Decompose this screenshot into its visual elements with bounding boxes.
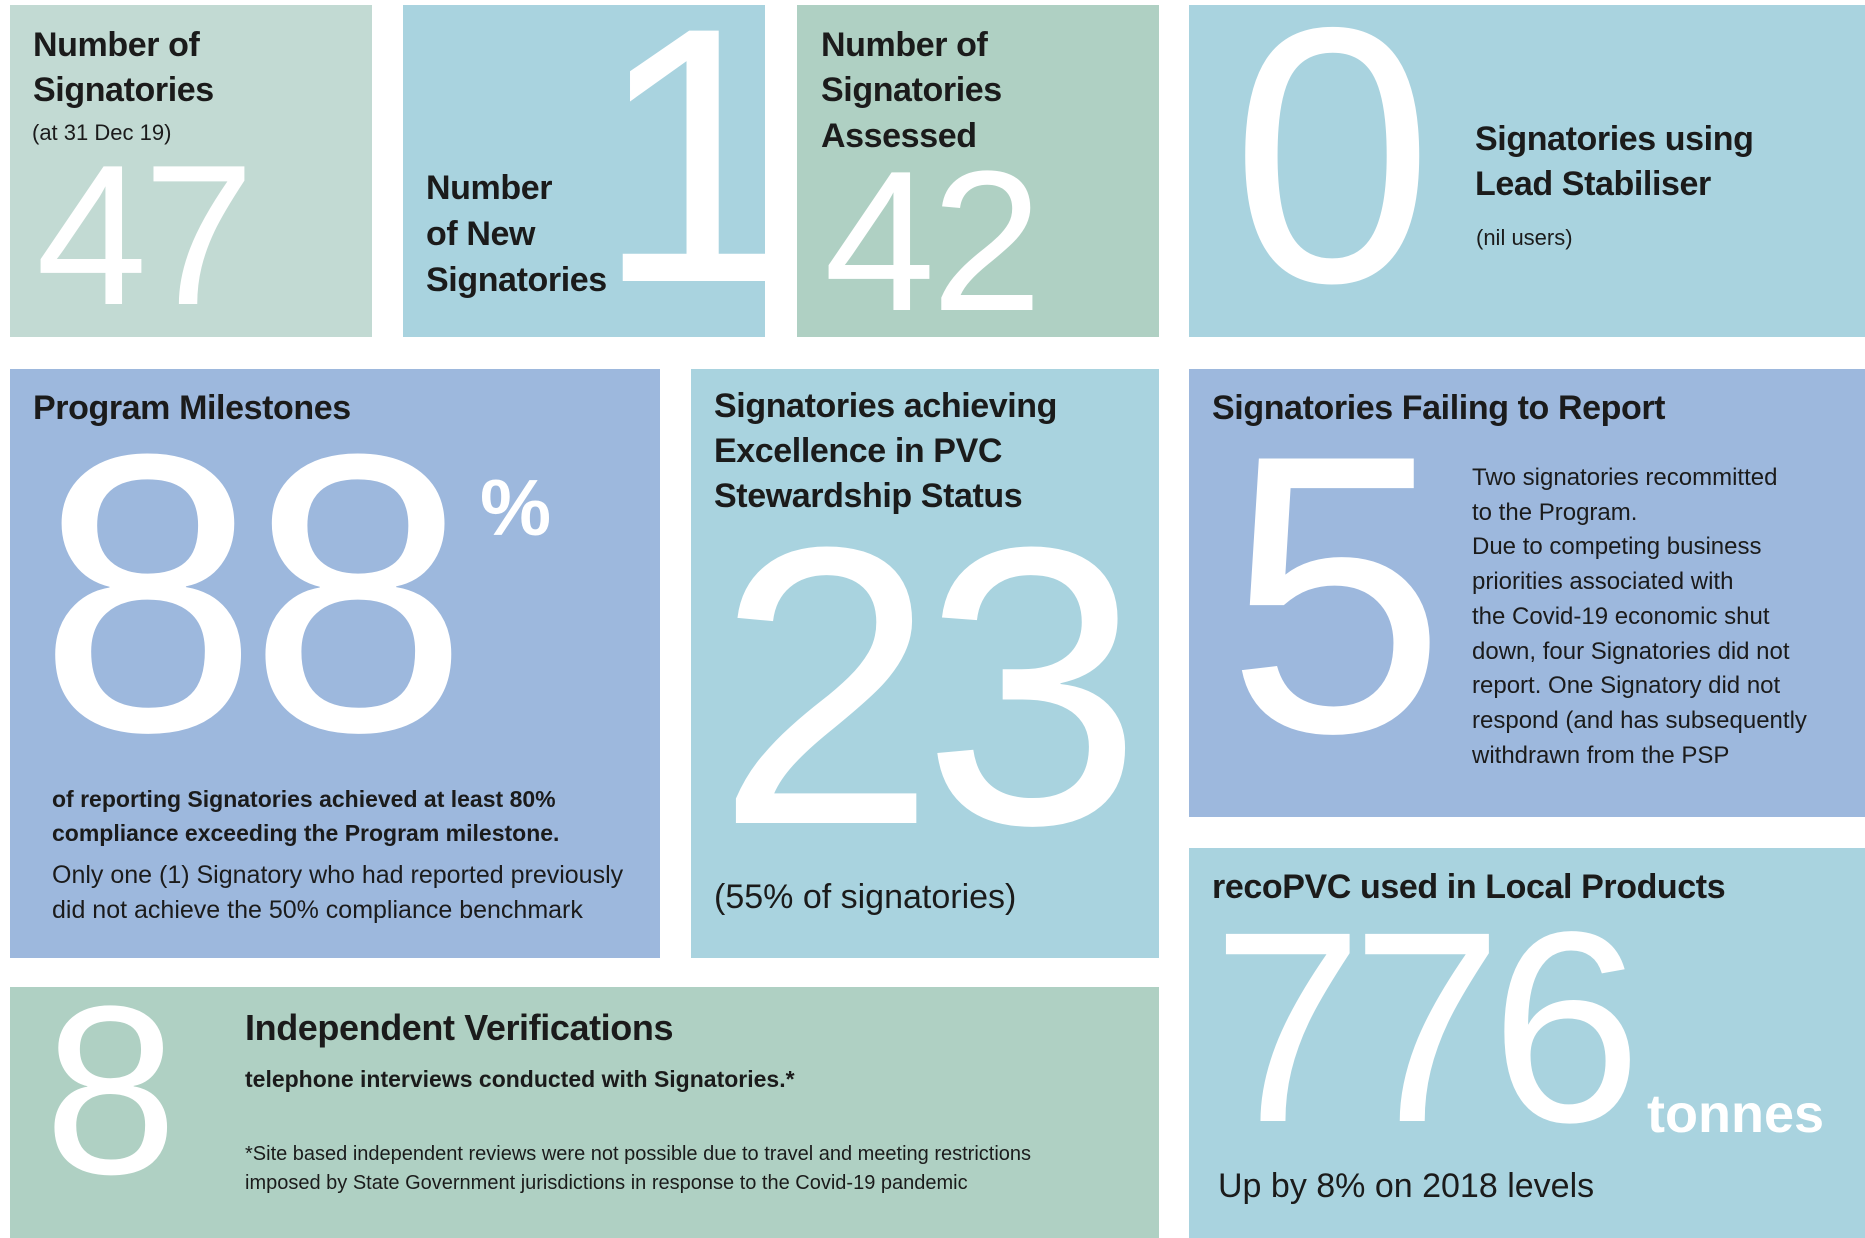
title: Program Milestones <box>33 389 351 427</box>
title: Stewardship Status <box>714 477 1023 515</box>
tile <box>1189 848 1865 1238</box>
title: of New <box>426 215 536 253</box>
big-number: 0 <box>1231 0 1433 359</box>
note: (at 31 Dec 19) <box>32 120 172 145</box>
text: Only one (1) Signatory who had reported … <box>52 861 624 889</box>
title: Signatories using <box>1475 120 1754 158</box>
highlight: of reporting Signatories achieved at lea… <box>52 786 556 812</box>
unit: tonnes <box>1647 1084 1825 1144</box>
footnote: *Site based independent reviews were not… <box>245 1143 1032 1165</box>
tile <box>10 369 660 958</box>
title: Lead Stabiliser <box>1475 165 1711 203</box>
note: (nil users) <box>1476 225 1573 250</box>
title: Signatories <box>33 71 214 109</box>
big-number: 88 <box>38 372 468 814</box>
title: Independent Verifications <box>245 1007 674 1048</box>
big-number: 47 <box>36 124 254 347</box>
tile <box>10 987 1159 1238</box>
text-line: withdrawn from the PSP <box>1472 741 1730 769</box>
big-number: 5 <box>1226 373 1446 815</box>
text-line: Two signatories recommitted <box>1472 464 1778 491</box>
big-number: 42 <box>824 130 1042 353</box>
text-line: respond (and has subsequently <box>1472 706 1807 734</box>
highlight: telephone interviews conducted with Sign… <box>245 1066 795 1092</box>
tile <box>797 5 1159 337</box>
title: Signatories achieving <box>714 387 1058 425</box>
big-number: 776 <box>1212 875 1642 1179</box>
highlight: compliance exceeding the Program milesto… <box>52 820 560 846</box>
text-line: report. One Signatory did not <box>1472 672 1781 700</box>
title: Signatories <box>821 71 1002 109</box>
text-line: priorities associated with <box>1472 568 1734 596</box>
title: Excellence in PVC <box>714 432 1003 470</box>
title: Signatories <box>426 261 607 299</box>
text-line: Due to competing business <box>1472 533 1762 561</box>
note: (55% of signatories) <box>714 878 1017 916</box>
title: Number of <box>33 26 200 64</box>
title: Number of <box>821 26 988 64</box>
unit: % <box>480 463 552 552</box>
title: Signatories Failing to Report <box>1212 389 1666 427</box>
tile <box>691 369 1159 958</box>
tile <box>10 5 372 337</box>
note: Up by 8% on 2018 levels <box>1218 1167 1595 1205</box>
footnote: imposed by State Government jurisdiction… <box>245 1172 968 1194</box>
title: recoPVC used in Local Products <box>1212 868 1726 906</box>
big-number: 23 <box>716 465 1143 907</box>
title: Number <box>426 169 553 207</box>
title: Assessed <box>821 117 977 155</box>
text-line: to the Program. <box>1472 498 1638 526</box>
big-number: 8 <box>44 956 177 1224</box>
tile <box>1189 369 1865 817</box>
tile <box>1189 5 1865 337</box>
text: did not achieve the 50% compliance bench… <box>52 896 583 924</box>
text-line: the Covid-19 economic shut <box>1472 602 1770 630</box>
big-number: 1 <box>595 0 797 359</box>
tile <box>403 5 765 337</box>
text-line: down, four Signatories did not <box>1472 637 1790 665</box>
